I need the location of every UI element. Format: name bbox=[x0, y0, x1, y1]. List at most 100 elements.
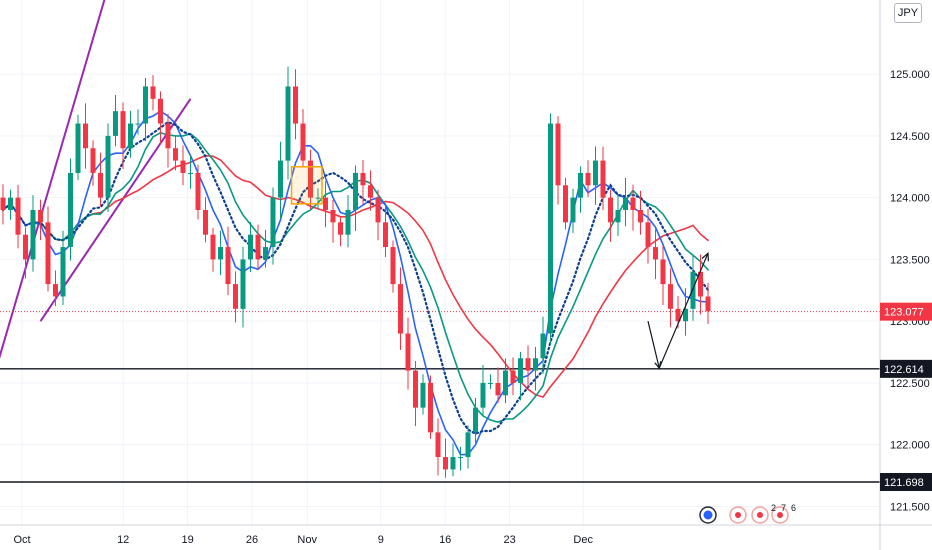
candle bbox=[15, 184, 21, 249]
icon-count: 7 bbox=[781, 503, 786, 513]
candle bbox=[390, 240, 396, 293]
candle bbox=[570, 188, 576, 234]
candle bbox=[128, 110, 133, 158]
candle bbox=[240, 246, 246, 328]
icon-count: 2 bbox=[771, 503, 776, 513]
candle bbox=[473, 398, 478, 443]
icon-count: 6 bbox=[791, 503, 796, 513]
candle bbox=[405, 317, 411, 390]
candle bbox=[495, 367, 501, 403]
candle bbox=[135, 109, 141, 135]
candle bbox=[518, 351, 523, 401]
candle bbox=[105, 123, 111, 212]
candle bbox=[158, 91, 163, 144]
price-tag-label: 122.614 bbox=[884, 364, 924, 376]
candle bbox=[368, 170, 373, 211]
candle bbox=[503, 358, 508, 404]
target-icon[interactable] bbox=[751, 506, 769, 524]
candle bbox=[45, 206, 51, 292]
candle bbox=[383, 202, 388, 258]
x-tick-label: 16 bbox=[439, 534, 451, 546]
x-tick-label: Nov bbox=[297, 534, 317, 546]
candle bbox=[53, 270, 58, 307]
candle bbox=[83, 103, 88, 169]
candle bbox=[225, 226, 231, 296]
y-tick-label: 122.500 bbox=[890, 378, 930, 390]
candle bbox=[195, 164, 201, 220]
candle bbox=[23, 227, 28, 279]
candle bbox=[75, 114, 81, 180]
candle bbox=[480, 365, 486, 416]
x-tick-label: 23 bbox=[503, 534, 515, 546]
x-tick-label: 26 bbox=[246, 534, 258, 546]
candle bbox=[68, 158, 73, 261]
candle bbox=[60, 230, 66, 305]
candle bbox=[540, 316, 546, 374]
candle bbox=[345, 195, 351, 248]
globe-icon[interactable] bbox=[699, 506, 717, 524]
candle bbox=[510, 357, 516, 396]
channel-line bbox=[0, 0, 106, 359]
trend-channel bbox=[0, 0, 192, 359]
candle bbox=[638, 190, 643, 235]
candle bbox=[653, 229, 658, 280]
candle bbox=[218, 230, 223, 276]
price-tag-label: 123.077 bbox=[884, 307, 924, 319]
candle bbox=[585, 160, 591, 198]
candle bbox=[600, 146, 606, 211]
candle bbox=[165, 113, 171, 168]
x-tick-label: 9 bbox=[378, 534, 384, 546]
candle bbox=[255, 224, 261, 270]
candle bbox=[330, 199, 336, 243]
candle bbox=[285, 66, 291, 180]
candle bbox=[338, 216, 343, 247]
candle bbox=[488, 374, 493, 390]
candle bbox=[173, 135, 178, 171]
y-tick-label: 124.500 bbox=[890, 131, 930, 143]
candle bbox=[120, 102, 126, 170]
candle bbox=[413, 361, 418, 427]
candle bbox=[353, 165, 358, 231]
candle bbox=[293, 69, 298, 140]
arrow-head bbox=[701, 251, 709, 262]
candle bbox=[435, 418, 441, 476]
price-tag bbox=[880, 359, 932, 378]
candle bbox=[705, 282, 711, 325]
candle bbox=[420, 374, 426, 415]
x-tick-label: 12 bbox=[117, 534, 129, 546]
candle bbox=[248, 221, 253, 273]
currency-badge[interactable]: JPY bbox=[894, 3, 922, 23]
candle bbox=[593, 146, 598, 205]
candle bbox=[203, 197, 208, 243]
candle bbox=[150, 75, 156, 111]
price-tag-label: 121.698 bbox=[884, 477, 924, 489]
candle bbox=[615, 194, 621, 236]
candle bbox=[450, 443, 456, 477]
candle bbox=[578, 166, 583, 213]
annotations bbox=[290, 166, 709, 371]
candle bbox=[428, 375, 433, 439]
candle bbox=[698, 254, 703, 315]
y-tick-label: 125.000 bbox=[890, 69, 930, 81]
highlight-box bbox=[290, 166, 323, 205]
candle bbox=[668, 268, 673, 328]
candle bbox=[270, 187, 276, 265]
candle bbox=[465, 425, 471, 469]
arrow-head bbox=[654, 361, 662, 370]
candle bbox=[323, 181, 328, 228]
candle bbox=[548, 113, 553, 346]
target-icon[interactable] bbox=[729, 506, 747, 524]
y-tick-label: 124.000 bbox=[890, 193, 930, 205]
candle bbox=[98, 152, 103, 207]
candle bbox=[608, 189, 613, 242]
target-icon[interactable] bbox=[771, 506, 789, 524]
y-tick-label: 121.500 bbox=[890, 501, 930, 513]
candle bbox=[533, 347, 538, 391]
price-tag bbox=[880, 473, 932, 492]
candle bbox=[315, 188, 321, 210]
horizontal-levels bbox=[0, 311, 880, 483]
x-tick-label: 19 bbox=[181, 534, 193, 546]
